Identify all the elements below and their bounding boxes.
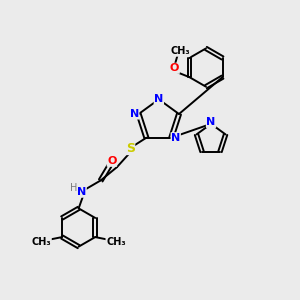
Text: CH₃: CH₃ (32, 237, 51, 248)
Text: CH₃: CH₃ (106, 237, 126, 248)
Text: CH₃: CH₃ (170, 46, 190, 56)
Text: N: N (206, 117, 216, 128)
Text: O: O (107, 156, 117, 166)
Text: S: S (126, 142, 135, 154)
Text: N: N (77, 187, 86, 197)
Text: H: H (70, 183, 77, 194)
Text: N: N (171, 133, 180, 143)
Text: N: N (130, 109, 139, 119)
Text: N: N (154, 94, 164, 104)
Text: O: O (170, 63, 179, 73)
